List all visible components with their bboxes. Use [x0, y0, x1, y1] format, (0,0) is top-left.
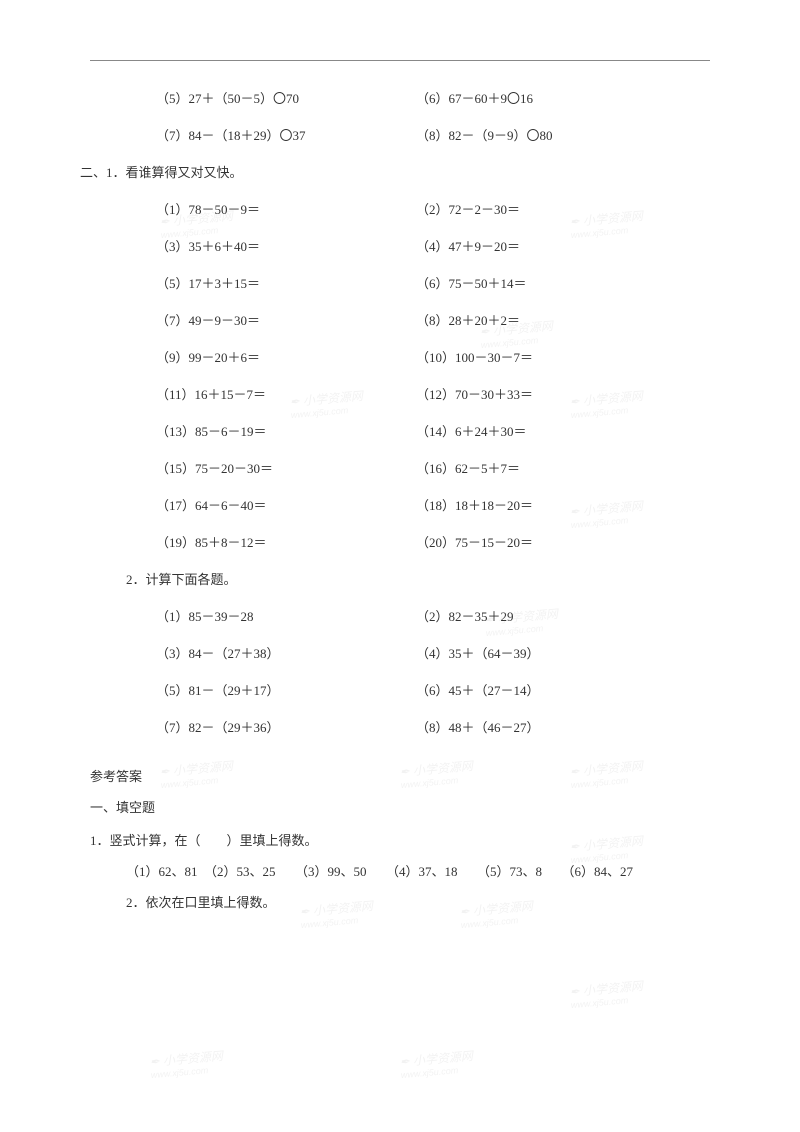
- horizontal-rule: [90, 60, 710, 61]
- problem-left: （1）78－50－9＝: [156, 199, 416, 218]
- problem-left: （19）85＋8－12＝: [156, 532, 416, 551]
- section-b-rows: （1）78－50－9＝（2）72－2－30＝（3）35＋6＋40＝（4）47＋9…: [90, 199, 710, 551]
- problem-left: （17）64－6－40＝: [156, 495, 416, 514]
- answers-subheading: 一、填空题: [90, 797, 710, 816]
- problem-row: （7）82－（29＋36）（8）48＋（46－27）: [90, 717, 710, 736]
- problem-row: （5）81－（29＋17）（6）45＋（27－14）: [90, 680, 710, 699]
- section-c-rows: （1）85－39－28（2）82－35＋29（3）84－（27＋38）（4）35…: [90, 606, 710, 736]
- problem-left: （5）17＋3＋15＝: [156, 273, 416, 292]
- problem-right: （12）70－30＋33＝: [416, 384, 710, 403]
- section-a-rows: （5）27＋（50－5）〇70（6）67－60＋9〇16（7）84－（18＋29…: [90, 88, 710, 144]
- answer-section: 参考答案 一、填空题 1．竖式计算，在（ ）里填上得数。 （1）62、81 （2…: [90, 766, 710, 911]
- problem-row: （5）17＋3＋15＝（6）75－50＋14＝: [90, 273, 710, 292]
- problem-left: （7）82－（29＋36）: [156, 717, 416, 736]
- answers-line2: 2．依次在口里填上得数。: [90, 892, 710, 911]
- problem-left: （15）75－20－30＝: [156, 458, 416, 477]
- problem-row: （19）85＋8－12＝（20）75－15－20＝: [90, 532, 710, 551]
- document-content: （5）27＋（50－5）〇70（6）67－60＋9〇16（7）84－（18＋29…: [90, 88, 710, 911]
- problem-right: （16）62－5＋7＝: [416, 458, 710, 477]
- problem-row: （17）64－6－40＝（18）18＋18－20＝: [90, 495, 710, 514]
- problem-left: （5）27＋（50－5）〇70: [156, 88, 416, 107]
- problem-right: （8）48＋（46－27）: [416, 717, 710, 736]
- problem-right: （8）28＋20＋2＝: [416, 310, 710, 329]
- problem-row: （7）49－9－30＝（8）28＋20＋2＝: [90, 310, 710, 329]
- problem-right: （2）72－2－30＝: [416, 199, 710, 218]
- problem-right: （4）35＋（64－39）: [416, 643, 710, 662]
- problem-row: （9）99－20＋6＝（10）100－30－7＝: [90, 347, 710, 366]
- problem-right: （6）45＋（27－14）: [416, 680, 710, 699]
- problem-left: （11）16＋15－7＝: [156, 384, 416, 403]
- problem-right: （20）75－15－20＝: [416, 532, 710, 551]
- problem-row: （15）75－20－30＝（16）62－5＋7＝: [90, 458, 710, 477]
- section-b-heading: 二、1．看谁算得又对又快。: [80, 162, 710, 181]
- problem-row: （3）35＋6＋40＝（4）47＋9－20＝: [90, 236, 710, 255]
- problem-left: （7）49－9－30＝: [156, 310, 416, 329]
- problem-left: （13）85－6－19＝: [156, 421, 416, 440]
- problem-row: （11）16＋15－7＝（12）70－30＋33＝: [90, 384, 710, 403]
- problem-right: （6）67－60＋9〇16: [416, 88, 710, 107]
- problem-right: （18）18＋18－20＝: [416, 495, 710, 514]
- watermark: ✒ 小学资源网www.xj5u.com: [149, 1047, 224, 1080]
- watermark: ✒ 小学资源网www.xj5u.com: [569, 977, 644, 1010]
- problem-left: （3）35＋6＋40＝: [156, 236, 416, 255]
- problem-left: （1）85－39－28: [156, 606, 416, 625]
- answers-heading: 参考答案: [90, 766, 710, 785]
- problem-row: （7）84－（18＋29）〇37（8）82－（9－9）〇80: [90, 125, 710, 144]
- problem-row: （1）78－50－9＝（2）72－2－30＝: [90, 199, 710, 218]
- problem-row: （3）84－（27＋38）（4）35＋（64－39）: [90, 643, 710, 662]
- problem-row: （5）27＋（50－5）〇70（6）67－60＋9〇16: [90, 88, 710, 107]
- answers-line1-answers: （1）62、81 （2）53、25 （3）99、50 （4）37、18 （5）7…: [90, 861, 710, 880]
- problem-right: （8）82－（9－9）〇80: [416, 125, 710, 144]
- problem-left: （5）81－（29＋17）: [156, 680, 416, 699]
- section-c-heading: 2．计算下面各题。: [90, 569, 710, 588]
- answers-line1: 1．竖式计算，在（ ）里填上得数。: [90, 830, 710, 849]
- problem-right: （14）6＋24＋30＝: [416, 421, 710, 440]
- problem-right: （6）75－50＋14＝: [416, 273, 710, 292]
- problem-right: （2）82－35＋29: [416, 606, 710, 625]
- problem-right: （10）100－30－7＝: [416, 347, 710, 366]
- watermark: ✒ 小学资源网www.xj5u.com: [399, 1047, 474, 1080]
- problem-right: （4）47＋9－20＝: [416, 236, 710, 255]
- problem-left: （7）84－（18＋29）〇37: [156, 125, 416, 144]
- problem-row: （13）85－6－19＝（14）6＋24＋30＝: [90, 421, 710, 440]
- problem-left: （9）99－20＋6＝: [156, 347, 416, 366]
- problem-left: （3）84－（27＋38）: [156, 643, 416, 662]
- problem-row: （1）85－39－28（2）82－35＋29: [90, 606, 710, 625]
